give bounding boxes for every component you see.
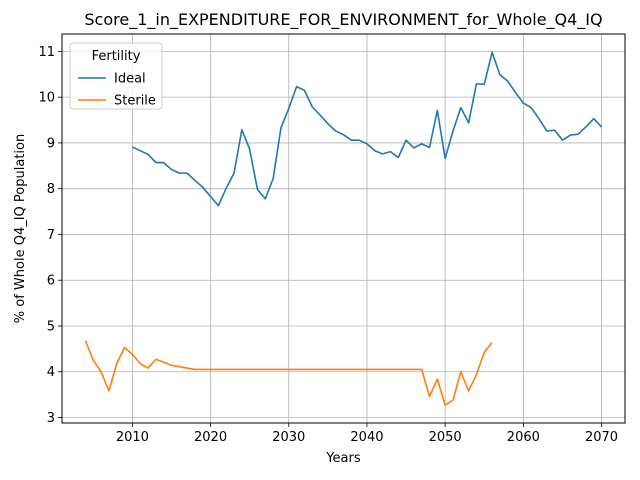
legend-label-ideal: Ideal <box>114 72 146 87</box>
y-tick-label: 7 <box>47 228 55 243</box>
x-tick-label: 2010 <box>116 430 149 445</box>
x-tick-label: 2050 <box>429 430 462 445</box>
y-tick-label: 3 <box>47 411 55 426</box>
legend-box <box>69 42 163 110</box>
y-tick-label: 8 <box>47 182 55 197</box>
series-line-ideal <box>132 51 603 207</box>
x-tick-label: 2030 <box>272 430 305 445</box>
grid-lines <box>62 34 625 423</box>
chart-title: Score_1_in_EXPENDITURE_FOR_ENVIRONMENT_f… <box>84 10 602 30</box>
x-tick-label: 2070 <box>585 430 618 445</box>
y-tick-label: 9 <box>47 136 55 151</box>
x-axis: 2010 2020 2030 2040 2050 2060 2070 <box>116 423 618 445</box>
y-axis-label: % of Whole Q4_IQ Population <box>13 134 28 323</box>
legend-title: Fertility <box>92 49 141 64</box>
y-axis: 3 4 5 6 7 8 9 10 11 <box>38 45 62 426</box>
plot-frame <box>61 33 626 424</box>
legend: Fertility Ideal Sterile <box>69 42 163 110</box>
legend-label-sterile: Sterile <box>114 94 156 109</box>
y-tick-label: 4 <box>47 365 55 380</box>
y-tick-label: 10 <box>38 91 55 106</box>
series-line-sterile <box>84 340 493 406</box>
x-tick-label: 2040 <box>350 430 383 445</box>
x-axis-label: Years <box>325 451 361 466</box>
x-tick-label: 2060 <box>507 430 540 445</box>
y-tick-label: 5 <box>47 319 55 334</box>
x-tick-label: 2020 <box>194 430 227 445</box>
legend-items: Ideal Sterile <box>78 72 156 109</box>
y-tick-label: 11 <box>38 45 55 60</box>
series-layer <box>84 51 603 406</box>
y-tick-label: 6 <box>47 274 55 289</box>
